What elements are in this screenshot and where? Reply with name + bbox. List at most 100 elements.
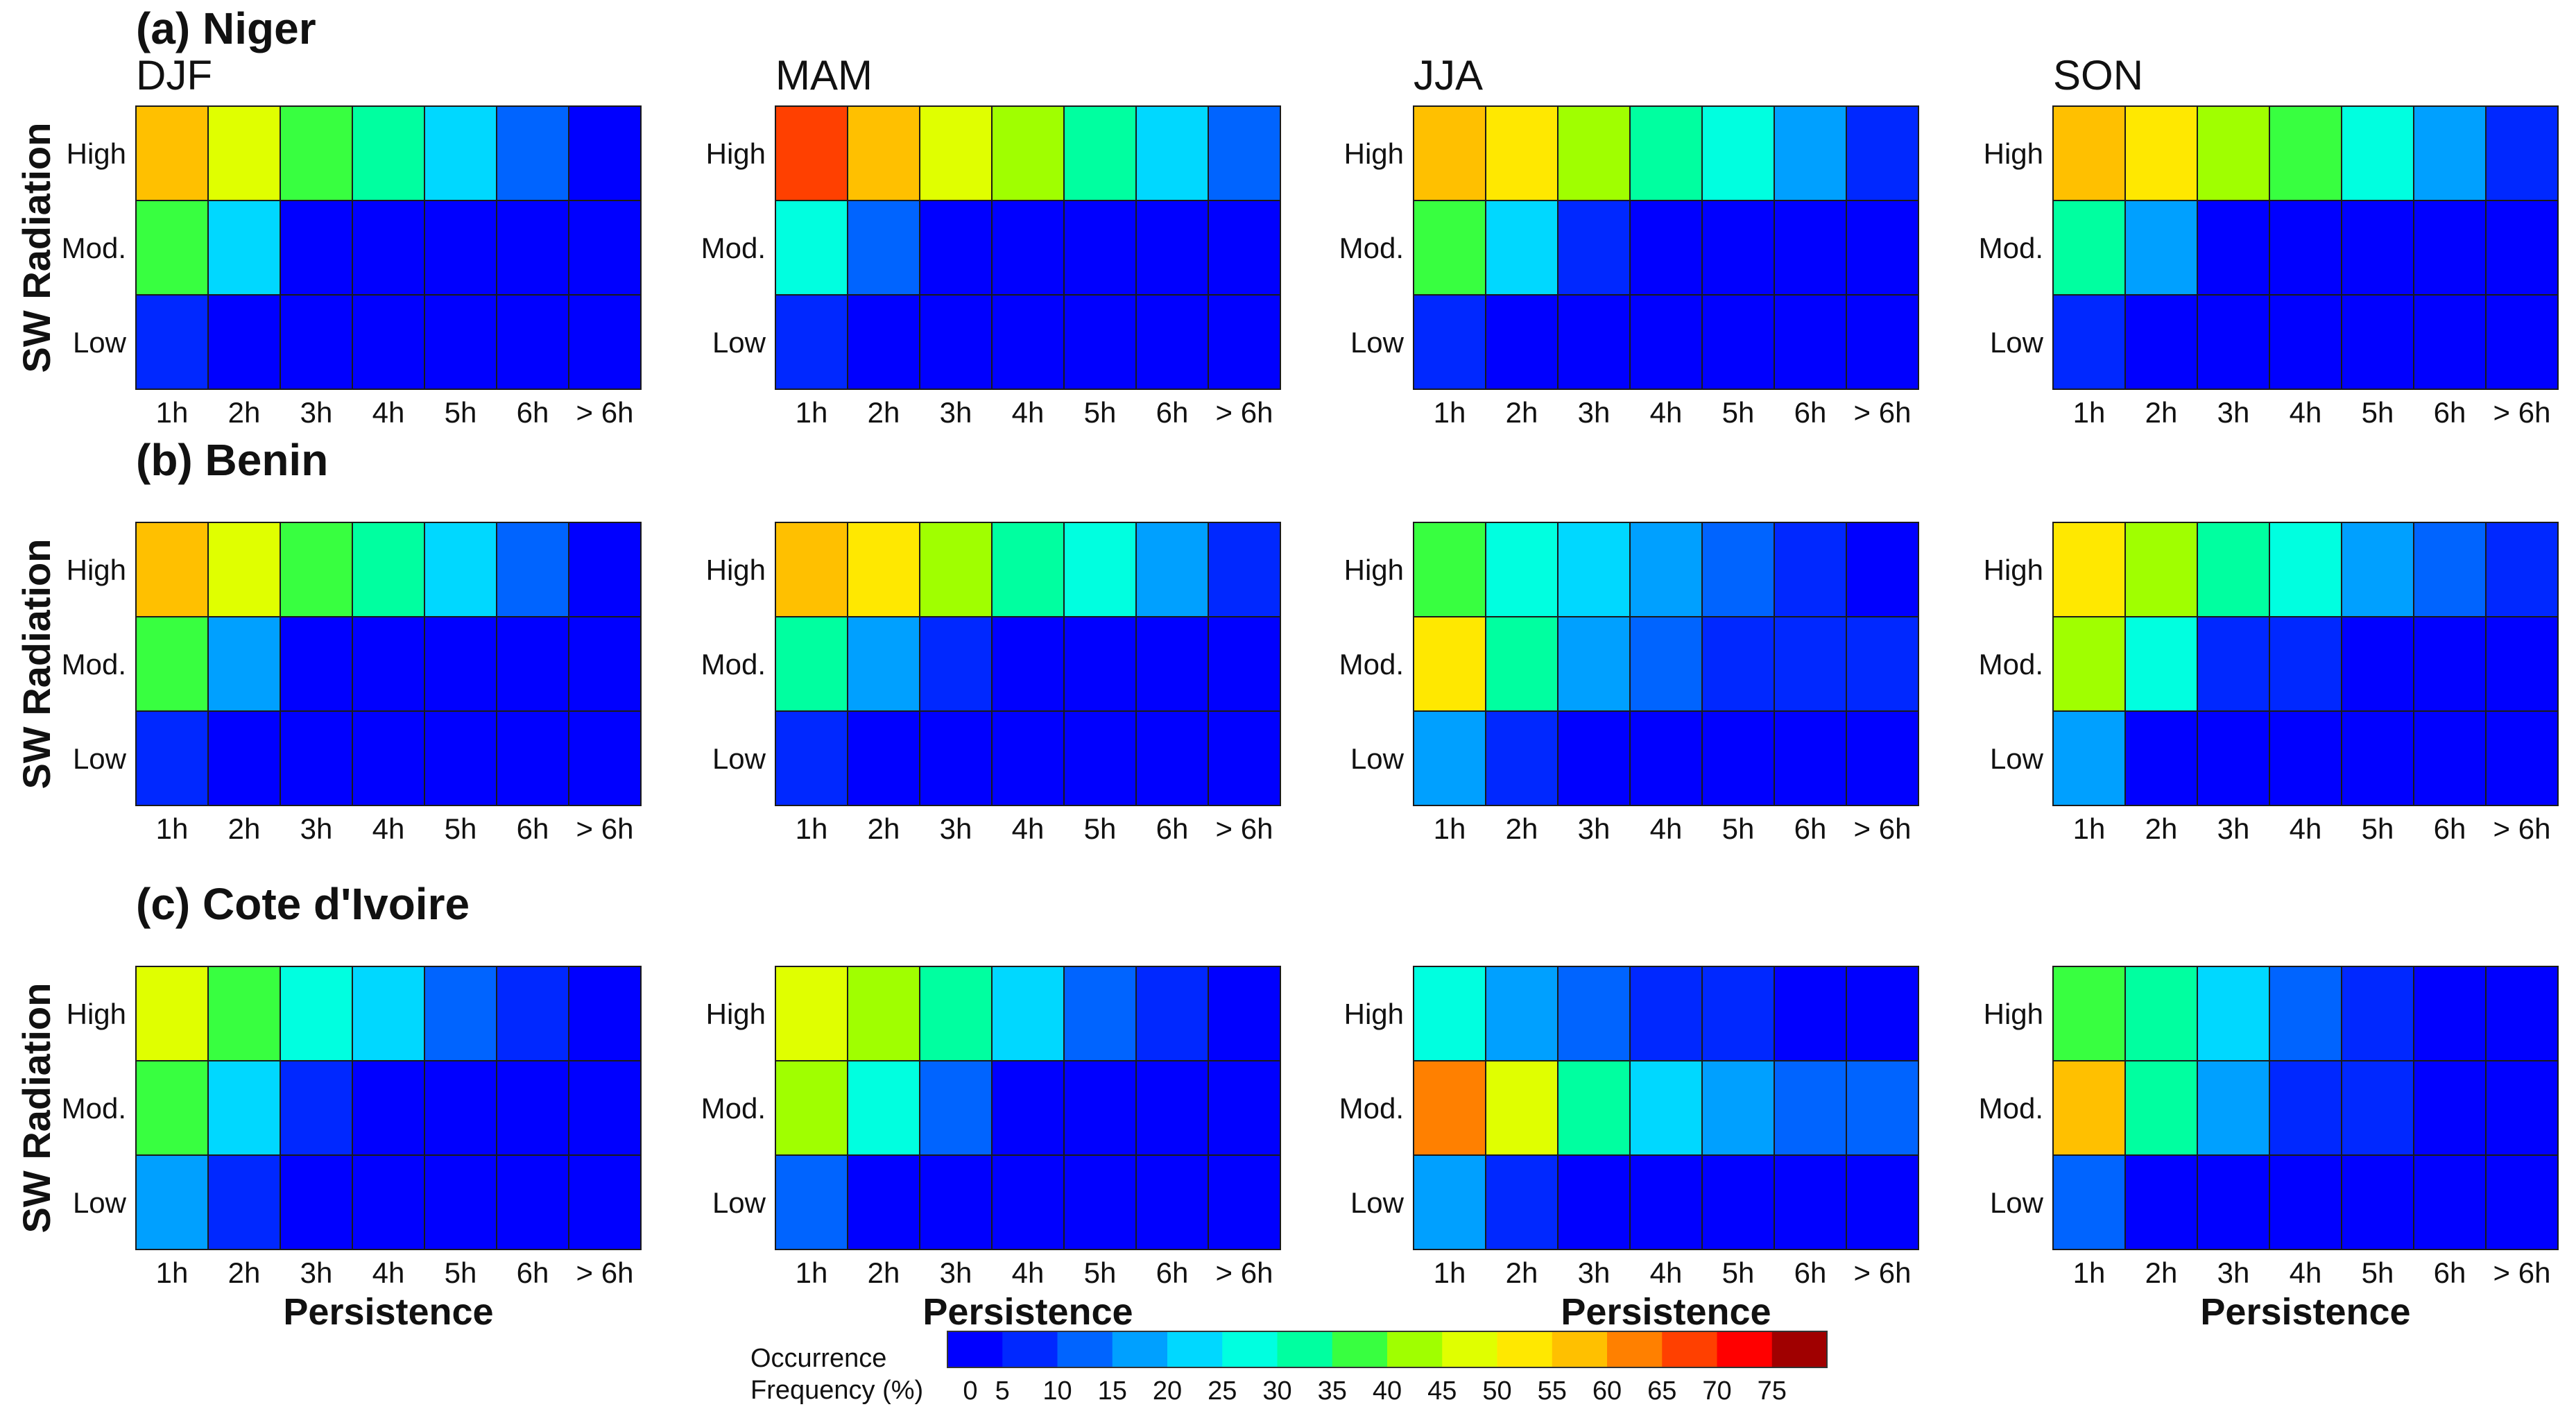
- x-tick-0-2-1: 2h: [1506, 396, 1538, 429]
- x-tick-1-3-1: 2h: [2145, 812, 2178, 845]
- heatmap-cell-0-1-0-1: [848, 106, 920, 201]
- heatmap-cell-2-3-2-5: [2414, 1155, 2486, 1249]
- x-tick-2-2-6: > 6h: [1854, 1256, 1912, 1289]
- heatmap-cell-1-0-2-1: [208, 711, 280, 805]
- colorbar-segment-12: [1607, 1331, 1663, 1367]
- heatmap-cell-0-0-0-1: [208, 106, 280, 201]
- heatmap-cell-2-0-0-4: [424, 966, 497, 1061]
- colorbar-tick-15: 75: [1758, 1376, 1787, 1406]
- x-tick-2-1-6: > 6h: [1216, 1256, 1273, 1289]
- heatmap-cell-2-3-2-4: [2342, 1155, 2414, 1249]
- x-tick-1-1-5: 6h: [1156, 812, 1189, 845]
- heatmap-cell-2-3-1-6: [2486, 1061, 2558, 1155]
- heatmap-cell-0-0-0-5: [497, 106, 569, 201]
- y-tick-0-2-2: Low: [1350, 326, 1405, 359]
- heatmap-cell-1-2-1-6: [1846, 617, 1918, 711]
- y-tick-0-2-0: High: [1344, 137, 1404, 170]
- x-tick-1-0-1: 2h: [228, 812, 261, 845]
- heatmap-cell-0-1-1-0: [775, 201, 848, 295]
- x-tick-0-1-0: 1h: [796, 396, 828, 429]
- heatmap-cell-1-0-0-3: [352, 522, 424, 617]
- x-tick-1-1-3: 4h: [1012, 812, 1045, 845]
- heatmap-cell-0-2-0-4: [1702, 106, 1774, 201]
- y-tick-0-3-0: High: [1984, 137, 2043, 170]
- heatmap-cell-1-0-1-2: [280, 617, 352, 711]
- heatmap-cell-2-2-1-4: [1702, 1061, 1774, 1155]
- heatmap-cell-1-1-0-1: [848, 522, 920, 617]
- heatmap-cell-2-2-0-2: [1558, 966, 1630, 1061]
- heatmap-cell-0-0-2-4: [424, 295, 497, 389]
- colorbar-segment-6: [1278, 1331, 1333, 1367]
- y-tick-2-2-2: Low: [1350, 1186, 1405, 1219]
- heatmap-cell-2-3-0-5: [2414, 966, 2486, 1061]
- heatmap-cell-1-0-1-3: [352, 617, 424, 711]
- x-tick-2-1-0: 1h: [796, 1256, 828, 1289]
- colorbar-tick-3: 15: [1098, 1376, 1127, 1406]
- heatmap-cell-1-3-2-4: [2342, 711, 2414, 805]
- x-tick-1-1-6: > 6h: [1216, 812, 1273, 845]
- heatmap-cell-0-0-2-3: [352, 295, 424, 389]
- heatmap-cell-0-2-2-6: [1846, 295, 1918, 389]
- y-tick-1-2-0: High: [1344, 554, 1404, 586]
- y-tick-2-0-1: Mod.: [62, 1092, 126, 1125]
- x-tick-0-3-2: 3h: [2217, 396, 2250, 429]
- heatmap-cell-2-1-1-0: [775, 1061, 848, 1155]
- colorbar-segment-2: [1058, 1331, 1113, 1367]
- heatmap-cell-2-3-2-6: [2486, 1155, 2558, 1249]
- season-label-0: DJF: [136, 52, 212, 99]
- heatmap-cell-2-2-2-6: [1846, 1155, 1918, 1249]
- heatmap-cell-1-0-1-4: [424, 617, 497, 711]
- panel-1-2: [1414, 522, 1918, 805]
- y-tick-0-0-1: Mod.: [62, 232, 126, 264]
- x-tick-0-2-5: 6h: [1794, 396, 1827, 429]
- x-tick-2-1-1: 2h: [868, 1256, 900, 1289]
- heatmap-cell-2-2-1-0: [1414, 1061, 1486, 1155]
- heatmap-cell-1-3-2-3: [2269, 711, 2342, 805]
- heatmap-cell-0-0-2-0: [136, 295, 208, 389]
- x-tick-2-0-4: 5h: [445, 1256, 477, 1289]
- heatmap-cell-2-2-2-4: [1702, 1155, 1774, 1249]
- heatmap-cell-1-0-0-6: [569, 522, 641, 617]
- x-tick-2-1-2: 3h: [940, 1256, 972, 1289]
- x-tick-0-0-4: 5h: [445, 396, 477, 429]
- heatmap-cell-0-0-0-6: [569, 106, 641, 201]
- heatmap-cell-1-0-2-5: [497, 711, 569, 805]
- x-axis-title-3: Persistence: [2200, 1291, 2410, 1333]
- x-tick-0-0-3: 4h: [372, 396, 405, 429]
- heatmap-cell-0-1-1-4: [1064, 201, 1136, 295]
- heatmap-cell-1-2-0-2: [1558, 522, 1630, 617]
- heatmap-cell-2-1-1-6: [1208, 1061, 1280, 1155]
- y-tick-0-2-1: Mod.: [1339, 232, 1404, 264]
- heatmap-cell-1-3-0-1: [2125, 522, 2197, 617]
- heatmap-cell-1-1-0-2: [920, 522, 992, 617]
- heatmap-cell-2-0-1-4: [424, 1061, 497, 1155]
- y-tick-2-2-0: High: [1344, 998, 1404, 1030]
- heatmap-cell-0-2-1-1: [1486, 201, 1558, 295]
- heatmap-cell-1-0-1-6: [569, 617, 641, 711]
- heatmap-cell-0-2-0-0: [1414, 106, 1486, 201]
- x-tick-2-2-5: 6h: [1794, 1256, 1827, 1289]
- region-title-1: (b) Benin: [136, 435, 328, 485]
- heatmap-cell-0-2-2-0: [1414, 295, 1486, 389]
- heatmap-cell-2-2-2-0: [1414, 1155, 1486, 1249]
- x-tick-0-1-6: > 6h: [1216, 396, 1273, 429]
- heatmap-cell-2-2-2-1: [1486, 1155, 1558, 1249]
- colorbar-segment-10: [1497, 1331, 1553, 1367]
- panel-2-3: [2053, 966, 2558, 1249]
- x-tick-0-1-4: 5h: [1084, 396, 1117, 429]
- heatmap-cell-0-1-1-5: [1136, 201, 1208, 295]
- x-tick-0-2-0: 1h: [1434, 396, 1466, 429]
- heatmap-cell-0-3-2-6: [2486, 295, 2558, 389]
- heatmap-cell-0-3-1-2: [2197, 201, 2269, 295]
- heatmap-cell-0-0-1-3: [352, 201, 424, 295]
- heatmap-cell-0-2-1-0: [1414, 201, 1486, 295]
- y-tick-1-1-0: High: [706, 554, 766, 586]
- heatmap-cell-2-1-0-2: [920, 966, 992, 1061]
- heatmap-cell-0-2-0-1: [1486, 106, 1558, 201]
- heatmap-cell-1-0-2-3: [352, 711, 424, 805]
- x-tick-2-2-0: 1h: [1434, 1256, 1466, 1289]
- x-tick-0-1-2: 3h: [940, 396, 972, 429]
- heatmap-cell-2-2-0-4: [1702, 966, 1774, 1061]
- x-tick-1-0-5: 6h: [517, 812, 549, 845]
- x-tick-0-1-1: 2h: [868, 396, 900, 429]
